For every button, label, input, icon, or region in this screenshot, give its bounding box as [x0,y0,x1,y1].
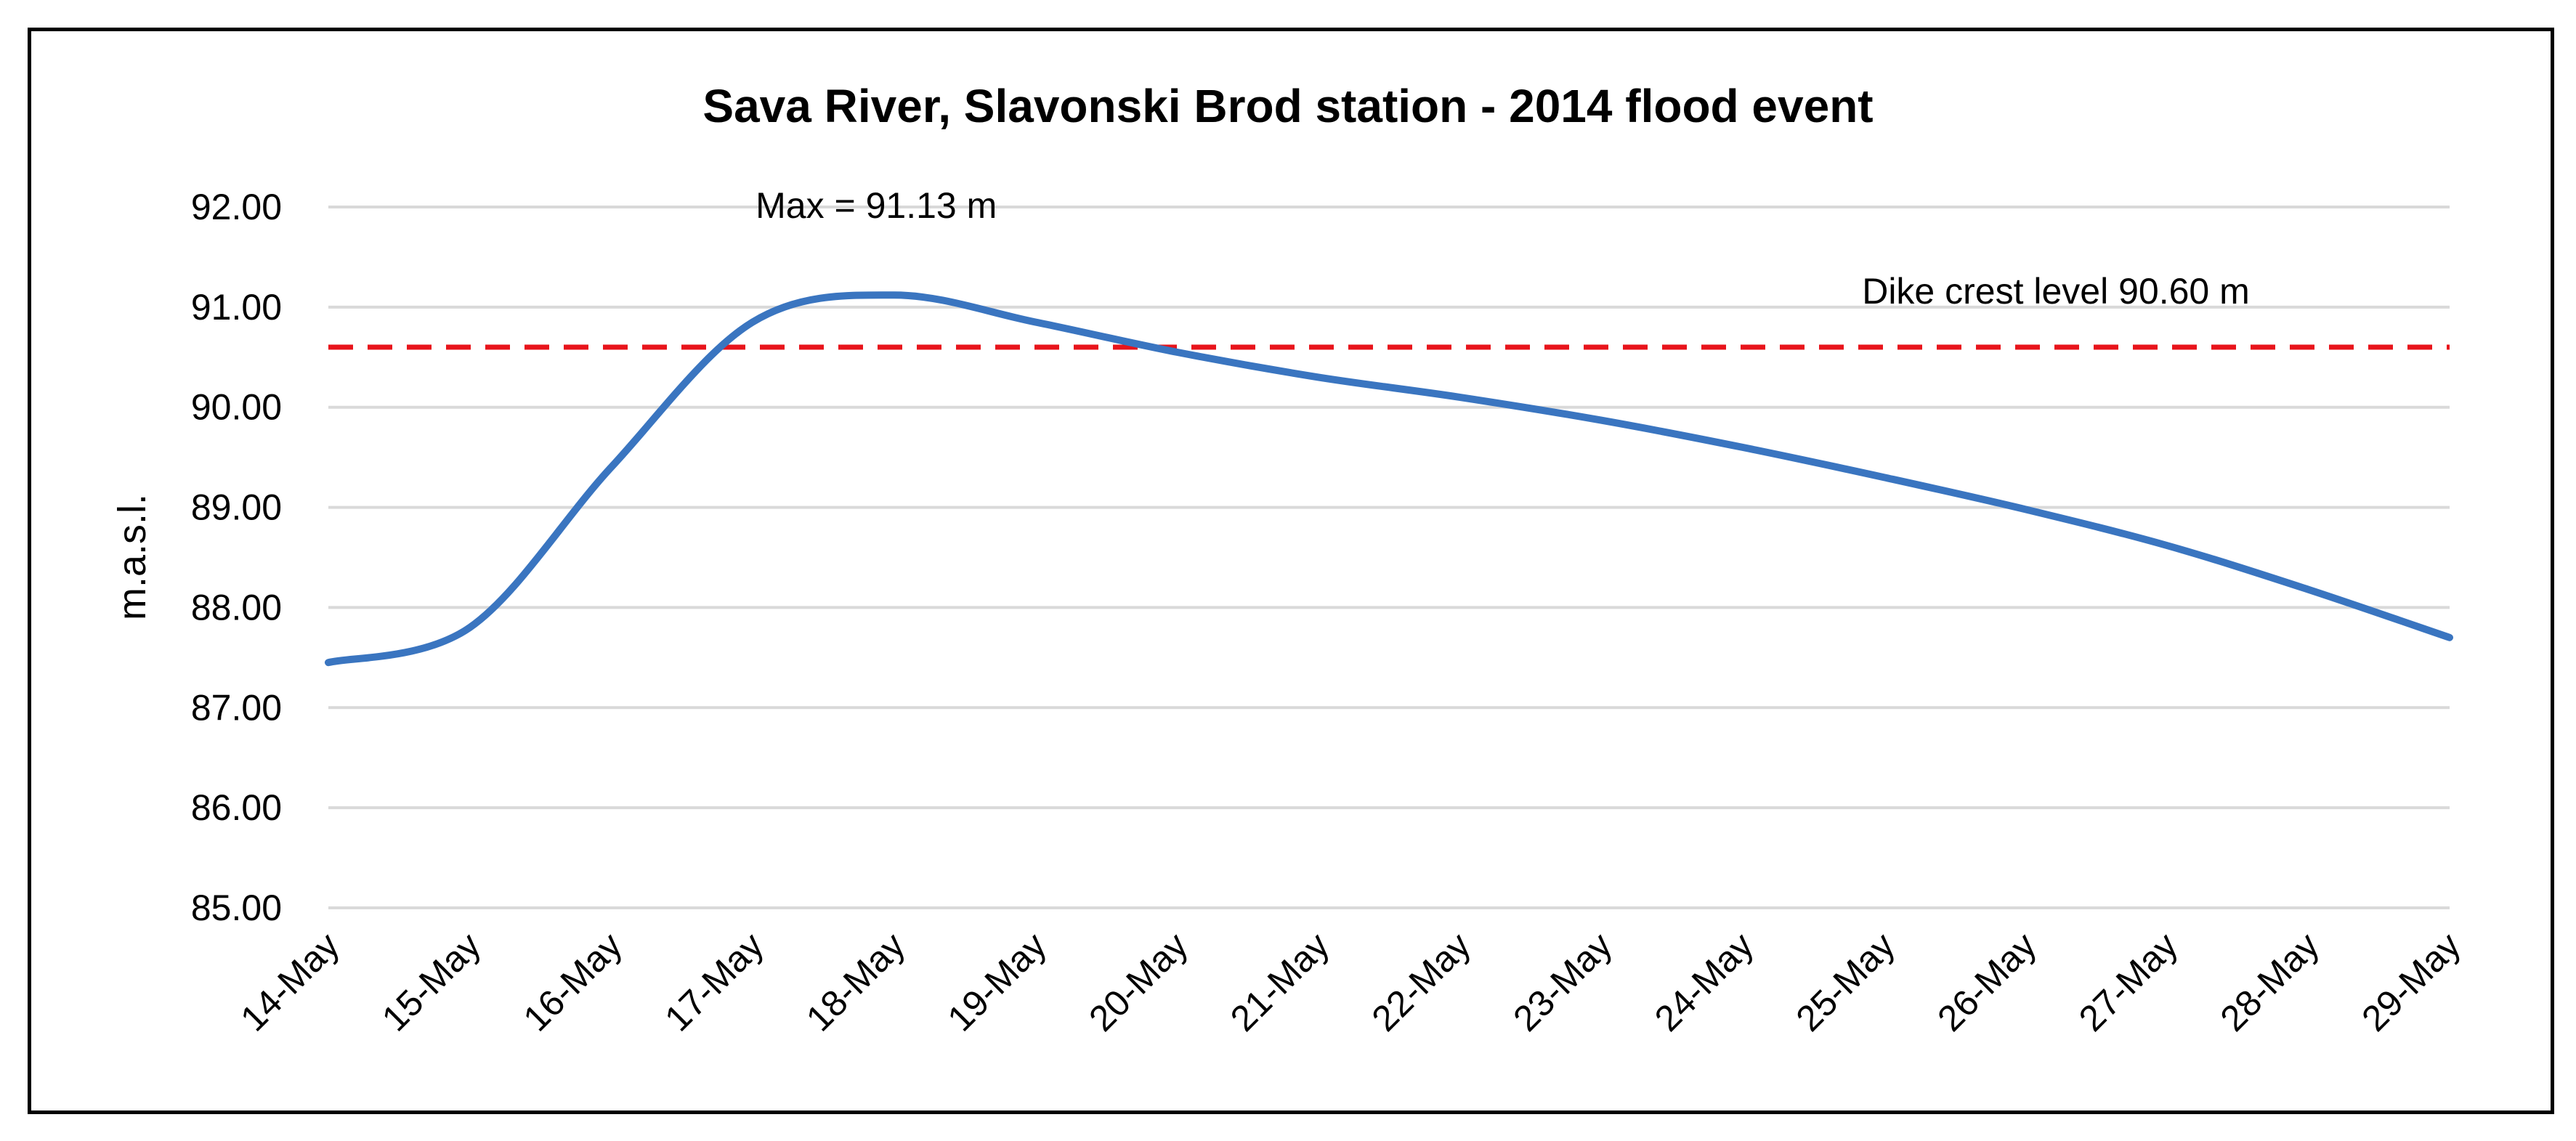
x-tick-label: 17-May [657,925,771,1039]
y-tick-label: 91.00 [191,287,282,328]
x-tick-label: 18-May [798,925,912,1039]
y-tick-label: 87.00 [191,687,282,728]
chart-title: Sava River, Slavonski Brod station - 201… [702,80,1873,132]
y-tick-label: 85.00 [191,888,282,928]
chart-frame [28,28,2554,1114]
x-tick-label: 16-May [516,925,630,1039]
x-tick-label: 25-May [1789,925,1903,1039]
x-tick-label: 27-May [2071,925,2185,1039]
y-tick-labels: 85.00 86.00 87.00 88.00 89.00 90.00 91.00 92.00 [191,187,282,928]
y-tick-label: 92.00 [191,187,282,227]
x-tick-label: 29-May [2354,925,2468,1039]
x-tick-labels: 14-May 15-May 16-May 17-May 18-May 19-May 20-M… [232,925,2468,1039]
x-tick-label: 15-May [374,925,488,1039]
x-tick-label: 28-May [2213,925,2327,1039]
x-tick-label: 24-May [1647,925,1761,1039]
y-tick-label: 89.00 [191,487,282,528]
x-tick-label: 14-May [232,925,347,1039]
x-tick-label: 19-May [940,925,1054,1039]
x-tick-label: 22-May [1364,925,1478,1039]
x-tick-label: 23-May [1505,925,1619,1039]
x-tick-label: 21-May [1223,925,1337,1039]
y-tick-label: 86.00 [191,787,282,828]
dike-crest-label: Dike crest level 90.60 m [1862,271,2250,312]
x-tick-label: 26-May [1929,925,2044,1039]
water-level-series-line [325,291,2453,667]
max-annotation: Max = 91.13 m [756,185,997,226]
grid-layer [328,206,2450,909]
x-tick-label: 20-May [1081,925,1195,1039]
y-tick-label: 90.00 [191,387,282,428]
y-axis-title: m.a.s.l. [110,494,154,620]
y-tick-label: 88.00 [191,587,282,628]
